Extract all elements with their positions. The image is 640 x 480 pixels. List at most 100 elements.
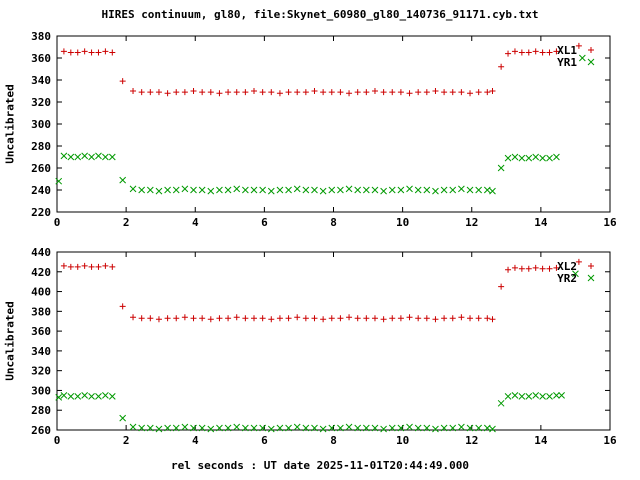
data-point [458,89,465,96]
data-point [130,88,137,94]
data-point [449,89,456,96]
data-point [505,266,512,273]
tick-label: 380 [31,305,51,318]
data-point [346,314,353,321]
data-point [518,393,526,400]
data-point [497,399,505,407]
data-point [155,425,163,433]
data-point [362,424,370,432]
data-point [449,186,457,194]
data-point [95,263,102,270]
data-point [74,393,82,400]
data-point [207,187,215,195]
data-point [539,154,546,162]
tick-label: 440 [31,246,51,259]
data-point [102,153,109,161]
data-point [250,186,258,194]
data-point [466,186,474,194]
data-point [285,186,292,194]
tick-label: 0 [54,434,61,447]
data-point [199,89,206,96]
data-point [267,425,275,433]
data-point [181,314,188,321]
data-point [233,185,241,193]
data-point [74,49,81,56]
data-point [172,424,180,432]
data-point [525,265,532,272]
tick-label: 6 [261,216,268,229]
tick-label: 6 [261,434,268,447]
data-point [55,177,63,185]
plot-border [56,251,611,431]
data-point [276,186,284,194]
data-point [251,88,258,94]
data-point [190,88,197,94]
data-point [489,425,496,433]
tick-label: 240 [31,184,51,197]
data-point [511,392,519,399]
data-point [225,315,232,322]
data-point [449,424,457,432]
data-point [216,90,223,97]
data-point [539,393,546,400]
tick-label: YR2 [557,272,577,285]
data-point [553,153,560,161]
series-XL2 [60,258,582,323]
data-point [440,186,448,194]
data-point [95,152,102,160]
tick-label: 0 [54,216,61,229]
data-point [173,89,180,96]
data-point [88,263,95,270]
data-point [406,185,413,193]
data-point [328,186,336,194]
data-point [172,186,180,194]
data-point [242,89,249,96]
plot-border [56,35,611,213]
data-point [440,424,448,432]
data-point [328,315,335,322]
data-point [60,262,67,269]
data-point [432,425,439,433]
data-point [441,315,448,322]
data-point [511,264,518,271]
data-point [397,315,404,322]
data-point [55,394,63,401]
data-point [130,314,137,321]
data-point [320,89,327,96]
data-point [233,89,240,96]
data-point [81,262,88,269]
tick-label: 12 [465,434,478,447]
data-point [311,186,318,194]
data-point [380,316,387,323]
data-point [484,315,491,322]
data-point [119,176,127,184]
data-point [354,186,362,194]
data-point [354,89,361,96]
data-point [259,89,266,96]
data-point [164,90,171,97]
data-point [108,153,116,161]
data-point [380,425,387,433]
data-point [146,186,154,194]
data-point [518,265,525,272]
data-point [60,152,68,160]
data-point [467,90,474,97]
data-point [233,314,240,321]
data-point [320,316,327,323]
data-point [119,78,126,85]
data-point [259,186,267,194]
tick-label: 12 [465,216,478,229]
tick-label: 16 [603,434,617,447]
data-point [138,424,146,432]
data-point [207,425,215,433]
bottom-panel-chart: 0 2 4 6 8 10 12 14 16 260 280 300 320 340 360 380 400 420… [31,246,617,447]
data-point [268,316,275,323]
data-point [489,187,496,195]
tick-label: 14 [534,434,548,447]
data-point [362,186,370,194]
data-point [74,263,81,270]
data-point [406,314,413,321]
data-point [575,258,582,265]
tick-label: 14 [534,216,548,229]
